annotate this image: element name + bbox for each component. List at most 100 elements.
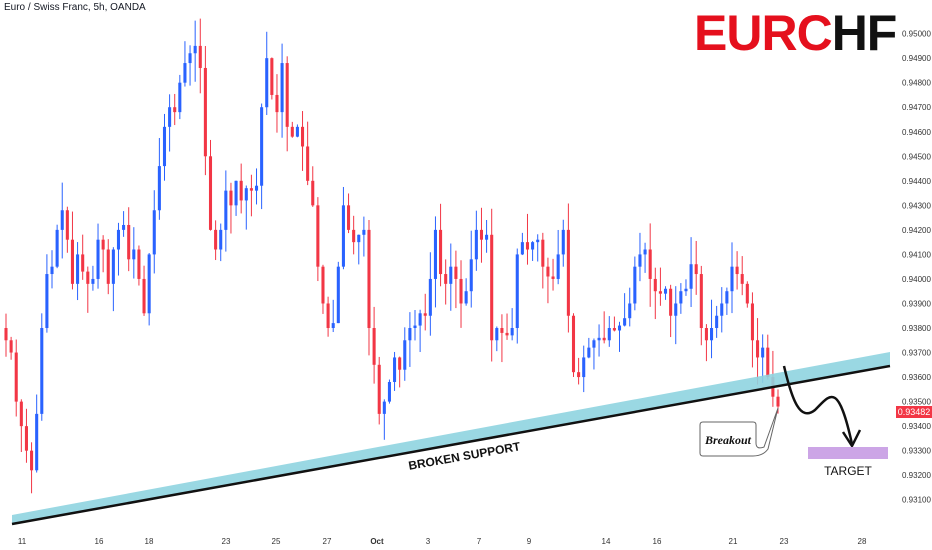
price-tick-label: 0.94500 [902,152,931,161]
candle-body [183,63,187,83]
candle [653,267,657,320]
candle [423,293,427,331]
candle-body [347,205,351,230]
candle [372,306,376,384]
candle [454,250,458,309]
candle-body [306,146,310,181]
price-tick-label: 0.94600 [902,128,931,137]
candle [669,284,673,338]
candle [403,327,407,381]
candle-body [699,274,703,329]
candle-body [81,254,85,272]
candle-body [96,239,100,279]
candle-body [398,357,402,370]
price-tick-label: 0.93100 [902,496,931,505]
candle-body [377,364,381,414]
candle-body [546,266,550,277]
candle-body [239,180,243,201]
candle-body [597,337,601,341]
candle-body [224,190,228,230]
candle-body [653,278,657,292]
candle-body [331,323,335,329]
candle-body [408,328,412,341]
candle [607,316,611,347]
candle [147,253,151,326]
candle [162,113,167,181]
candle-body [193,45,197,54]
support-band [12,352,890,524]
candle [730,242,734,314]
candle [96,223,100,289]
candle-body [9,340,13,353]
candle [541,232,545,289]
candle-body [336,266,340,324]
candle-body [607,328,611,341]
candle [122,211,126,237]
price-tick-label: 0.93400 [902,422,931,431]
candle-body [208,156,213,230]
candle [30,442,34,494]
candle [720,287,724,333]
candle [617,321,622,352]
candle-body [280,63,284,113]
candle-body [76,254,80,284]
candle-body [254,185,259,191]
candle-body [485,234,489,240]
candle [766,334,770,380]
candle [382,399,386,440]
candle-body [403,340,407,370]
candle [35,394,39,473]
candle-body [766,347,770,378]
candle-body [444,274,448,284]
candle-body [265,58,269,108]
candle-body [35,413,39,471]
candle [76,242,80,301]
candle-body [459,278,463,304]
candle [24,408,28,463]
candle [408,312,412,367]
candle-body [663,288,668,294]
time-tick-label: 25 [272,537,281,546]
candle [740,256,744,296]
candle-body [745,283,749,304]
candle-body [132,249,136,260]
candle-body [270,58,274,95]
price-tick-label: 0.93700 [902,349,931,358]
candle [142,265,146,316]
candle [188,45,192,86]
candle [173,93,177,126]
candle [260,103,264,210]
candle-body [55,229,59,267]
candle-body [648,249,652,279]
price-tick-label: 0.93300 [902,447,931,456]
candle [551,258,555,291]
candle [710,299,714,359]
time-tick-label: 3 [426,537,431,546]
candle-body [14,352,18,402]
price-tick-label: 0.94700 [902,103,931,112]
candle [628,287,632,327]
candle [756,318,760,385]
candle-body [152,210,156,255]
candle-body [50,266,54,275]
candle-body [147,254,151,314]
candle [745,281,749,308]
candle [684,279,688,296]
candle [45,254,49,333]
price-axis: 0.95000 0.94900 0.94800 0.94700 0.94600 0.945… [902,30,931,505]
price-tick-label: 0.93600 [902,373,931,382]
candle-body [393,357,397,382]
candle [321,264,325,314]
candle-body [454,266,458,279]
candle-body [111,249,115,284]
candle [183,41,187,87]
candle-body [679,291,683,304]
candle-body [725,291,729,304]
candle-body [551,276,555,279]
candle-body [173,107,177,113]
candle-body [735,266,739,275]
candle-body [157,166,161,211]
title-part-2: HF [831,5,898,61]
time-tick-label: 23 [780,537,789,546]
candle [4,313,8,357]
